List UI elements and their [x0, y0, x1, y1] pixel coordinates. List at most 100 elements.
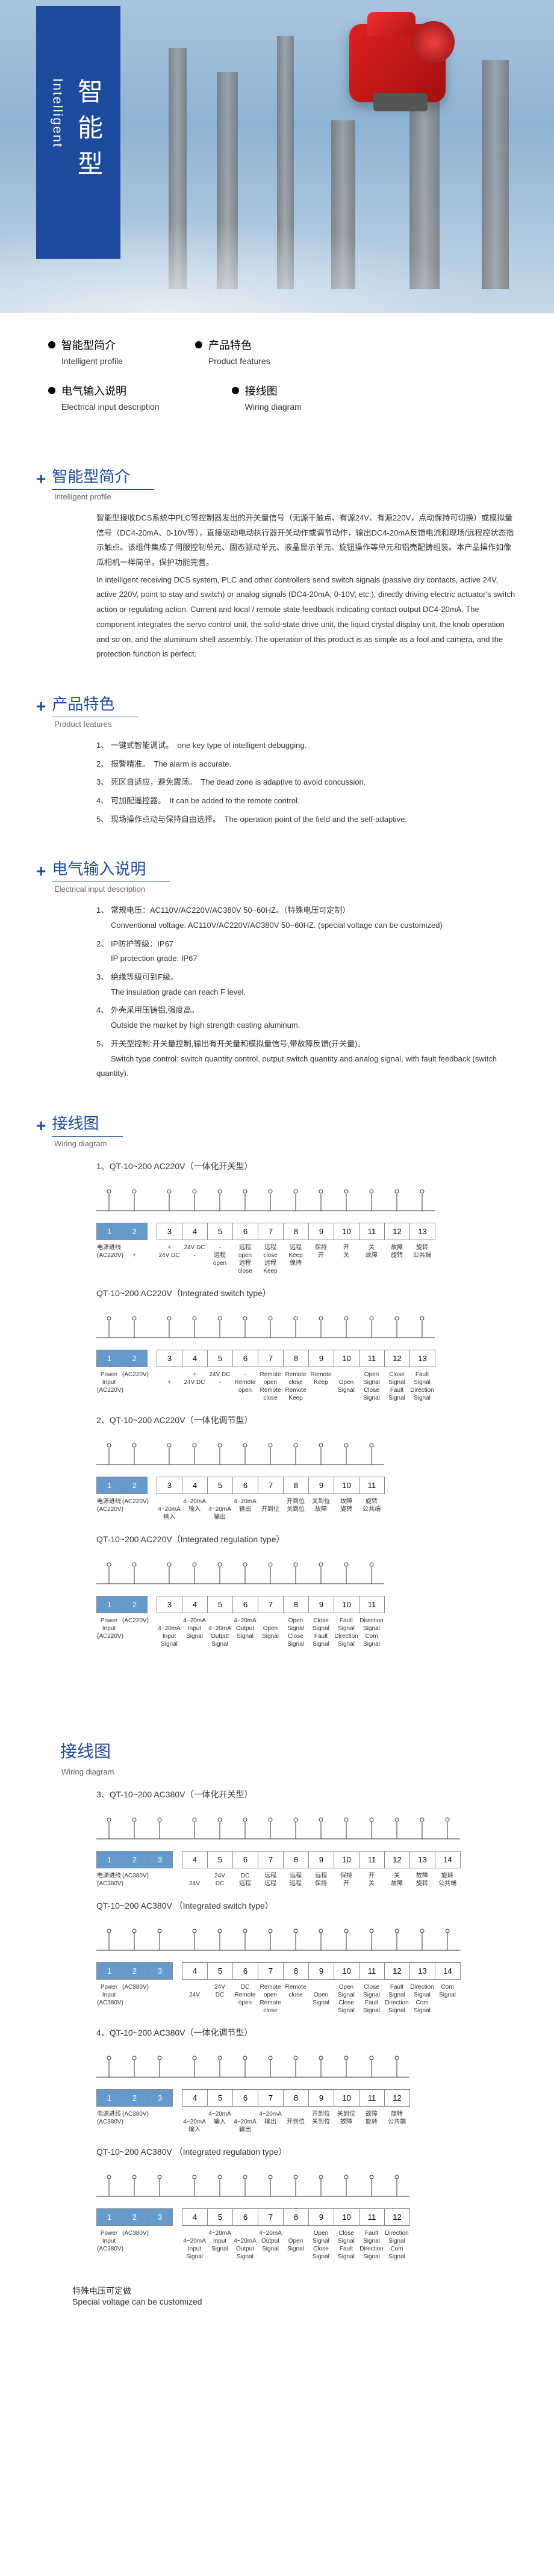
terminal-label: Remote Keep — [308, 1371, 334, 1402]
terminal-cell: 6 — [233, 1350, 258, 1367]
terminal-cell: 12 — [385, 2208, 410, 2225]
wiring-diagrams-220v: 1、QT-10~200 AC220V（一体化开关型） 1234567891011… — [36, 1160, 518, 1648]
terminal-label: 旋转公共端 — [384, 2110, 409, 2134]
terminal-label: Com Signal — [435, 1983, 460, 2015]
terminal-labels: 电源进线(AC380V)(AC380V)24V24VDCDC远程远程远程远程远程… — [96, 1872, 518, 1888]
terminal-cell: 2 — [122, 1851, 148, 1868]
terminal-label: 4~20mA Input Signal — [182, 1617, 207, 1648]
wiring-diagram-title: QT-10~200 AC380V （Integrated regulation … — [96, 2146, 518, 2158]
terminal-label: 远程 open远程 close — [232, 1244, 258, 1275]
terminal-cell: 11 — [359, 1851, 385, 1868]
terminal-cell: 3 — [148, 2208, 173, 2225]
terminal-label: +24V DC — [157, 1244, 182, 1275]
terminal-cell: 12 — [385, 1223, 410, 1240]
nav-label-en: Electrical input description — [61, 402, 160, 412]
terminal-label: Close SignalFault Signal — [334, 2229, 359, 2261]
terminal-cell: 4 — [182, 1477, 208, 1493]
terminal-cell: 4 — [182, 1596, 208, 1613]
terminal-cell: 3 — [148, 2089, 173, 2106]
terminal-label: DC远程 — [232, 1872, 258, 1888]
terminal-cell: 6 — [233, 1223, 258, 1240]
terminal-label: Fault SignalDirection Signal — [359, 2229, 384, 2261]
hero-title-en: Intelligent — [50, 78, 66, 187]
terminal-cell: 1 — [97, 1477, 122, 1493]
terminal-cell: 8 — [284, 1477, 309, 1493]
terminal-cell: 1 — [97, 2089, 122, 2106]
terminal-cell: 9 — [309, 1223, 334, 1240]
terminal-cell: 13 — [410, 1223, 435, 1240]
terminal-label: 4~20mA输入 — [157, 1498, 182, 1521]
terminal-label: 关故障 — [384, 1872, 409, 1888]
terminal-label: Close SignalFault Signal — [308, 1617, 334, 1648]
terminal-cell: 9 — [309, 1477, 334, 1493]
terminal-label: 关到位故障 — [308, 1498, 334, 1521]
terminal-label: 4~20mA Output Signal — [258, 2229, 283, 2261]
section-subtitle: Product features — [54, 720, 518, 729]
wiring-schematic — [96, 1555, 518, 1591]
terminal-label: 远程 Keep保持 — [283, 1244, 308, 1275]
terminal-label: -Remote open — [232, 1371, 258, 1402]
terminal-cell: 13 — [410, 1350, 435, 1367]
terminal-label: Open SignalClose Signal — [359, 1371, 384, 1402]
terminal-label: Close SignalFault Signal — [384, 1371, 409, 1402]
terminal-cell: 5 — [208, 1962, 233, 1979]
terminal-label: 4~20mA输入 — [182, 2110, 207, 2134]
terminal-labels: Power Input(AC380V)(AC380V)4~20mA Input … — [96, 2229, 518, 2261]
footnote: 特殊电压可定做 Special voltage can be customize… — [72, 2285, 518, 2306]
terminal-strip: 123456789101112Power Input(AC380V)(AC380… — [96, 2208, 518, 2261]
wiring-schematic — [96, 2167, 518, 2204]
electrical-item: 2、IP防护等级：IP67IP protection grade: IP67 — [96, 937, 518, 966]
terminal-label: Power Input(AC380V) — [96, 1983, 122, 2015]
terminal-cell: 7 — [258, 1223, 284, 1240]
nav-item-wiring[interactable]: 接线图 Wiring diagram — [232, 383, 302, 412]
terminal-cell: 8 — [284, 1596, 309, 1613]
footnote-en: Special voltage can be customized — [72, 2297, 518, 2306]
terminal-labels: 电源进线(AC380V)(AC380V)4~20mA输入4~20mA输入4~20… — [96, 2110, 518, 2134]
terminal-cell: 8 — [284, 1223, 309, 1240]
terminal-label: Power Input(AC220V) — [96, 1617, 122, 1648]
cross-icon: + — [36, 1116, 46, 1135]
terminal-strip: 1234567891011121314电源进线(AC380V)(AC380V)2… — [96, 1851, 518, 1888]
nav-label-en: Intelligent profile — [61, 356, 123, 366]
terminal-label: 24V — [182, 1983, 207, 2015]
terminal-label: -远程 open — [207, 1244, 232, 1275]
terminal-cell: 9 — [309, 2089, 334, 2106]
bullet-icon — [48, 341, 55, 348]
profile-text-en: In intelligent receiving DCS system, PLC… — [96, 573, 518, 662]
terminal-cell: 1 — [97, 1962, 122, 1979]
section-title: 电气输入说明 — [52, 857, 170, 882]
nav-label: 智能型简介 — [61, 337, 116, 353]
terminal-labels: Power Input(AC220V)(AC220V)++24V DC24V D… — [96, 1371, 518, 1402]
wiring-schematic — [96, 1309, 518, 1345]
terminal-labels: 电源进线(AC220V)++24V DC24V DC--远程 open远程 op… — [96, 1244, 518, 1275]
terminal-cell: 7 — [258, 1477, 284, 1493]
feature-item: 5、现场操作点动与保持自由选择。 The operation point of … — [96, 812, 518, 827]
nav-item-features[interactable]: 产品特色 Product features — [195, 337, 270, 366]
terminal-label: 故障旋转 — [384, 1244, 409, 1275]
terminal-label: 远程 close远程 Keep — [258, 1244, 283, 1275]
terminal-cell: 4 — [182, 2208, 208, 2225]
terminal-cell: 4 — [182, 1223, 208, 1240]
terminal-label: 故障旋转 — [359, 2110, 384, 2134]
terminal-cell: 1 — [97, 2208, 122, 2225]
electrical-list: 1、常规电压：AC110V/AC220V/AC380V 50~60HZ。（特殊电… — [96, 903, 518, 1081]
terminal-label: Open SignalClose Signal — [283, 1617, 308, 1648]
terminal-label: 旋转公共端 — [359, 1498, 384, 1521]
terminal-label: 关故障 — [359, 1244, 384, 1275]
terminal-label — [147, 1983, 172, 2015]
terminal-cell: 8 — [284, 1350, 309, 1367]
terminal-cell: 2 — [122, 1596, 148, 1613]
terminal-label: 4~20mA输入 — [182, 1498, 207, 1521]
terminal-label: + — [157, 1371, 182, 1402]
terminal-label: 开到位 — [283, 2110, 308, 2134]
terminal-cell: 6 — [233, 1596, 258, 1613]
terminal-label: 4~20mA Output Signal — [207, 1617, 232, 1648]
wiring-diagram-title: QT-10~200 AC220V（Integrated regulation t… — [96, 1533, 518, 1545]
terminal-cell: 2 — [122, 1477, 148, 1493]
terminal-label: 远程保持 — [308, 1872, 334, 1888]
terminal-cell: 10 — [334, 1477, 359, 1493]
terminal-cell: 10 — [334, 2208, 359, 2225]
terminal-cell: 5 — [208, 2208, 233, 2225]
nav-item-electrical[interactable]: 电气输入说明 Electrical input description — [48, 383, 160, 412]
nav-item-profile[interactable]: 智能型简介 Intelligent profile — [48, 337, 123, 366]
